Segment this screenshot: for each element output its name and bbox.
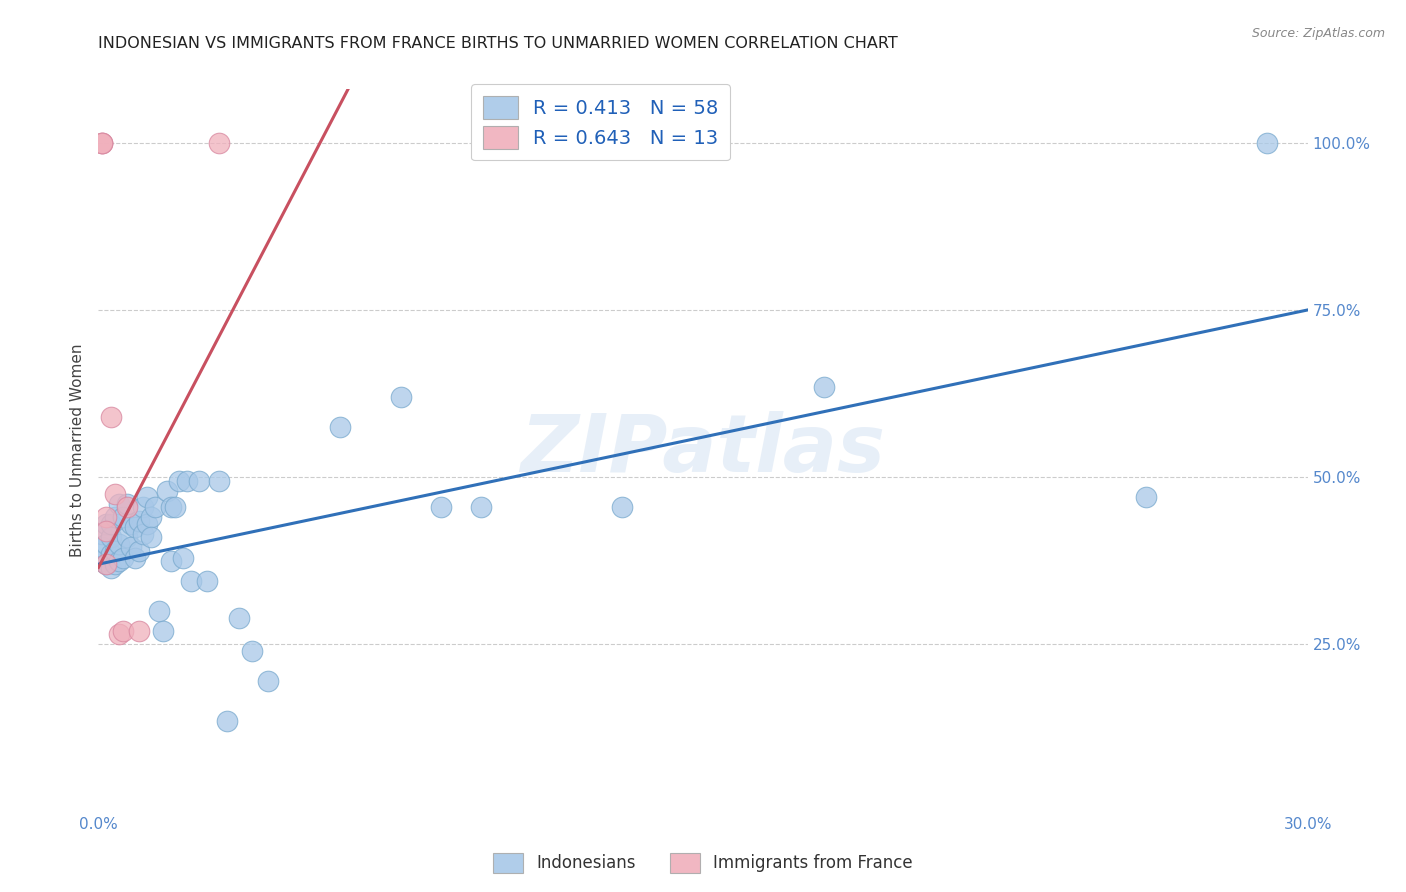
Point xyxy=(139,530,162,544)
Point xyxy=(91,527,114,541)
Point xyxy=(228,611,250,625)
Point xyxy=(143,500,166,515)
Point xyxy=(160,554,183,568)
Point xyxy=(430,500,453,515)
Point xyxy=(115,500,138,515)
Point xyxy=(103,557,125,572)
Point xyxy=(107,627,129,641)
Point xyxy=(91,136,114,150)
Point xyxy=(100,530,122,544)
Point xyxy=(100,517,122,532)
Point xyxy=(107,537,129,551)
Point xyxy=(128,624,150,639)
Point xyxy=(96,517,118,532)
Text: ZIPatlas: ZIPatlas xyxy=(520,411,886,490)
Point xyxy=(103,487,125,501)
Point xyxy=(120,541,142,555)
Point xyxy=(96,524,118,538)
Point xyxy=(172,550,194,565)
Point xyxy=(139,510,162,524)
Point xyxy=(156,483,179,498)
Point xyxy=(180,574,202,588)
Point xyxy=(167,474,190,488)
Point xyxy=(100,410,122,425)
Point xyxy=(152,624,174,639)
Point xyxy=(96,557,118,572)
Point xyxy=(103,510,125,524)
Point xyxy=(91,136,114,150)
Text: Source: ZipAtlas.com: Source: ZipAtlas.com xyxy=(1251,27,1385,40)
Point xyxy=(100,547,122,561)
Point xyxy=(91,541,114,555)
Point xyxy=(176,474,198,488)
Point xyxy=(111,550,134,565)
Point xyxy=(124,520,146,534)
Point xyxy=(111,510,134,524)
Point xyxy=(208,474,231,488)
Point xyxy=(195,574,218,588)
Point xyxy=(96,557,118,572)
Point xyxy=(470,500,492,515)
Point xyxy=(160,500,183,515)
Point xyxy=(1135,491,1157,505)
Point xyxy=(612,500,634,515)
Point xyxy=(128,543,150,558)
Point xyxy=(813,380,835,394)
Point xyxy=(107,554,129,568)
Point xyxy=(124,550,146,565)
Point xyxy=(96,510,118,524)
Point xyxy=(132,500,155,515)
Point xyxy=(217,714,239,729)
Point xyxy=(1256,136,1278,150)
Point xyxy=(128,514,150,528)
Legend: R = 0.413   N = 58, R = 0.643   N = 13: R = 0.413 N = 58, R = 0.643 N = 13 xyxy=(471,85,730,161)
Point xyxy=(91,554,114,568)
Point xyxy=(163,500,186,515)
Point xyxy=(115,530,138,544)
Point xyxy=(107,497,129,511)
Text: INDONESIAN VS IMMIGRANTS FROM FRANCE BIRTHS TO UNMARRIED WOMEN CORRELATION CHART: INDONESIAN VS IMMIGRANTS FROM FRANCE BIR… xyxy=(98,36,898,51)
Point xyxy=(115,497,138,511)
Y-axis label: Births to Unmarried Women: Births to Unmarried Women xyxy=(69,343,84,558)
Point xyxy=(135,491,157,505)
Point xyxy=(120,517,142,532)
Point xyxy=(132,527,155,541)
Point xyxy=(148,604,170,618)
Point xyxy=(389,390,412,404)
Point xyxy=(96,537,118,551)
Legend: Indonesians, Immigrants from France: Indonesians, Immigrants from France xyxy=(486,847,920,880)
Point xyxy=(103,543,125,558)
Point xyxy=(329,420,352,434)
Point xyxy=(111,624,134,639)
Point xyxy=(208,136,231,150)
Point xyxy=(240,644,263,658)
Point xyxy=(135,517,157,532)
Point xyxy=(188,474,211,488)
Point xyxy=(256,674,278,689)
Point xyxy=(100,560,122,574)
Point xyxy=(91,136,114,150)
